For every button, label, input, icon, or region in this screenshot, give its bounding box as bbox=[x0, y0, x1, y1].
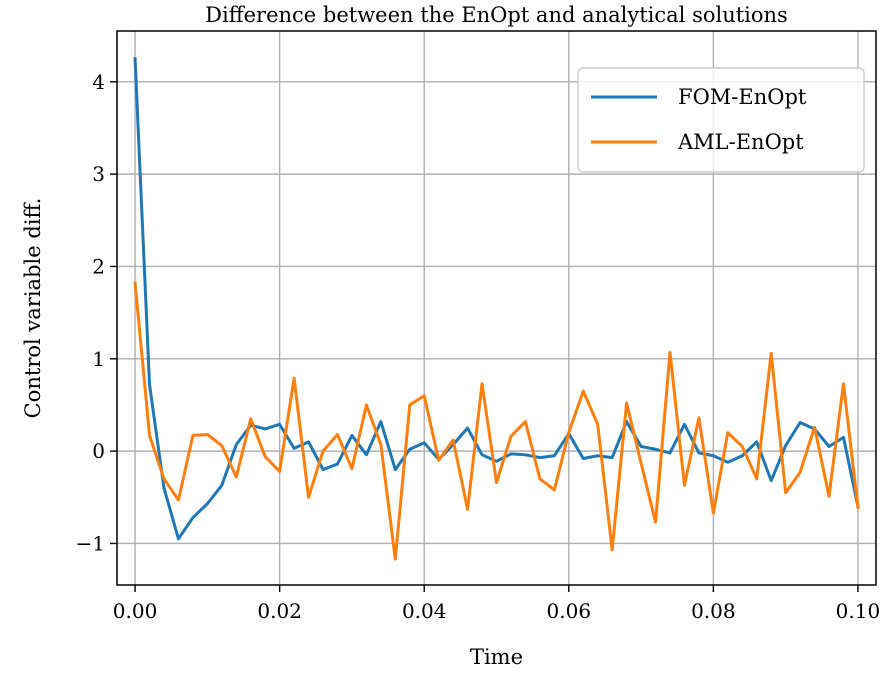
y-tick-label: 3 bbox=[92, 162, 105, 186]
axis-ticks: 0.00 0.02 0.04 0.06 0.08 0.10 −1 0 1 2 3 4 bbox=[76, 70, 881, 623]
x-tick-label: 0.02 bbox=[257, 599, 302, 623]
legend: FOM-EnOpt AML-EnOpt bbox=[577, 67, 865, 173]
series-line-fom-enopt bbox=[133, 57, 860, 541]
legend-label: FOM-EnOpt bbox=[678, 85, 807, 109]
x-tick-label: 0.08 bbox=[691, 599, 736, 623]
y-axis-title: Control variable diff. bbox=[21, 198, 45, 419]
y-tick-label: 1 bbox=[92, 347, 105, 371]
series-line-aml-enopt bbox=[133, 281, 860, 561]
x-tick-label: 0.04 bbox=[402, 599, 447, 623]
x-tick-label: 0.00 bbox=[113, 599, 158, 623]
legend-label: AML-EnOpt bbox=[677, 130, 804, 154]
plot-frame bbox=[116, 30, 877, 586]
x-axis-title: Time bbox=[470, 645, 523, 669]
chart-title: Difference between the EnOpt and analyti… bbox=[205, 3, 788, 27]
legend-box bbox=[577, 67, 865, 173]
y-tick-label: 2 bbox=[92, 254, 105, 278]
y-tick-label: −1 bbox=[76, 531, 105, 555]
y-tick-label: 4 bbox=[92, 70, 105, 94]
y-tick-label: 0 bbox=[92, 439, 105, 463]
x-tick-label: 0.10 bbox=[836, 599, 881, 623]
series-lines bbox=[133, 57, 860, 561]
x-tick-label: 0.06 bbox=[547, 599, 592, 623]
